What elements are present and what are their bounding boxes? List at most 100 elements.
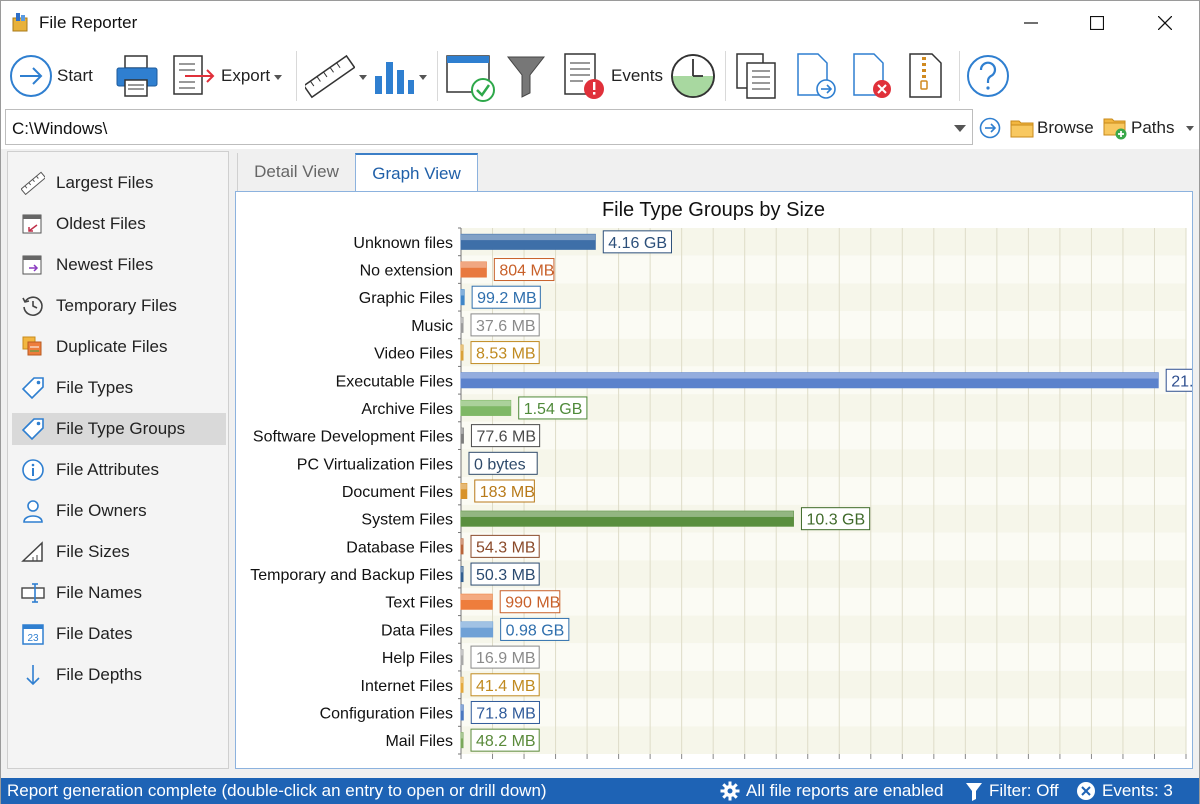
category-label: Graphic Files bbox=[359, 290, 453, 307]
go-button[interactable] bbox=[979, 113, 1001, 143]
tag-icon bbox=[20, 375, 46, 401]
go-arrow-icon bbox=[979, 117, 1001, 139]
bar bbox=[460, 399, 512, 416]
plot-row-band bbox=[461, 532, 1186, 561]
path-dropdown-icon[interactable] bbox=[954, 125, 966, 132]
close-icon bbox=[1158, 16, 1172, 30]
tab-detail-view[interactable]: Detail View bbox=[237, 153, 355, 191]
sidebar-item-file-names[interactable]: File Names bbox=[12, 577, 226, 609]
category-label: Data Files bbox=[381, 622, 453, 639]
value-label: 1.54 GB bbox=[524, 401, 583, 418]
clock-pie-icon bbox=[671, 54, 715, 98]
value-label-box bbox=[602, 230, 672, 254]
value-label: 41.4 MB bbox=[476, 678, 536, 695]
toolbar-separator bbox=[437, 51, 438, 101]
tab-graph-view[interactable]: Graph View bbox=[355, 153, 478, 192]
sidebar-item-label: Temporary Files bbox=[56, 296, 177, 315]
rename-icon bbox=[20, 580, 46, 606]
value-label-box bbox=[1165, 368, 1192, 392]
archive-file-button[interactable] bbox=[905, 49, 949, 103]
sidebar-item-newest-files[interactable]: Newest Files bbox=[12, 249, 226, 281]
filter-button[interactable] bbox=[505, 49, 547, 103]
plot-row-band bbox=[461, 587, 1186, 616]
sidebar-item-temporary-files[interactable]: Temporary Files bbox=[12, 290, 226, 322]
sidebar-item-label: Largest Files bbox=[56, 173, 154, 192]
schedule-button[interactable] bbox=[669, 49, 717, 103]
paths-button[interactable]: Paths bbox=[1103, 113, 1195, 143]
start-button[interactable]: Start bbox=[9, 49, 93, 103]
value-label-box bbox=[468, 451, 538, 475]
value-label: 21.6 GB bbox=[1171, 373, 1192, 390]
report-sidebar: Largest Files Oldest Files Newest Files … bbox=[7, 151, 229, 769]
toolbar: Start Export bbox=[1, 45, 1199, 105]
sidebar-item-file-owners[interactable]: File Owners bbox=[12, 495, 226, 527]
copy-button[interactable] bbox=[733, 49, 781, 103]
bar bbox=[460, 316, 464, 333]
plot-row-band bbox=[461, 283, 1186, 312]
maximize-button[interactable] bbox=[1067, 1, 1127, 45]
events-document-icon bbox=[564, 53, 604, 99]
plot-row-band bbox=[461, 643, 1186, 671]
value-label: 50.3 MB bbox=[476, 567, 536, 584]
minimize-button[interactable] bbox=[1001, 1, 1061, 45]
sidebar-item-file-sizes[interactable]: File Sizes bbox=[12, 536, 226, 568]
events-status[interactable]: Events: 3 bbox=[1076, 781, 1173, 801]
calendar-new-icon bbox=[20, 252, 46, 278]
size-ruler-button[interactable] bbox=[305, 49, 367, 103]
reports-enabled-status[interactable]: All file reports are enabled bbox=[720, 781, 944, 801]
close-button[interactable] bbox=[1135, 1, 1195, 45]
app-logo-icon bbox=[12, 13, 28, 32]
filter-status[interactable]: Filter: Off bbox=[965, 781, 1059, 801]
category-label: Help Files bbox=[382, 650, 453, 667]
sidebar-item-label: File Types bbox=[56, 378, 134, 397]
category-label: Document Files bbox=[342, 484, 453, 501]
ruler-icon bbox=[305, 54, 355, 99]
sidebar-item-oldest-files[interactable]: Oldest Files bbox=[12, 208, 226, 240]
sidebar-item-largest-files[interactable]: Largest Files bbox=[12, 167, 226, 199]
export-button[interactable]: Export bbox=[171, 49, 283, 103]
filter-icon bbox=[966, 783, 982, 801]
minimize-icon bbox=[1024, 22, 1038, 24]
bar-highlight bbox=[461, 428, 464, 434]
sidebar-item-file-depths[interactable]: File Depths bbox=[12, 659, 226, 691]
category-label: Mail Files bbox=[385, 733, 453, 750]
chart-type-button[interactable] bbox=[371, 49, 427, 103]
value-label: 4.16 GB bbox=[608, 235, 667, 252]
bar-highlight bbox=[461, 538, 463, 545]
value-label-box bbox=[518, 396, 588, 420]
sidebar-item-label: File Owners bbox=[56, 501, 147, 520]
print-button[interactable] bbox=[113, 49, 161, 103]
bar bbox=[460, 566, 464, 583]
bar bbox=[460, 538, 464, 555]
value-label: 990 MB bbox=[505, 595, 560, 612]
sidebar-item-duplicate-files[interactable]: Duplicate Files bbox=[12, 331, 226, 363]
open-file-button[interactable] bbox=[793, 49, 841, 103]
plot-row-band bbox=[461, 449, 1186, 478]
browse-button[interactable]: Browse bbox=[1010, 113, 1094, 143]
folder-add-icon bbox=[1103, 118, 1127, 140]
path-input[interactable]: C:\Windows\ bbox=[5, 109, 973, 145]
sidebar-item-file-dates[interactable]: 23 File Dates bbox=[12, 618, 226, 650]
value-label: 37.6 MB bbox=[476, 318, 536, 335]
start-arrow-icon bbox=[10, 55, 52, 97]
paths-dropdown-caret-icon[interactable] bbox=[1186, 125, 1195, 131]
info-icon bbox=[20, 457, 46, 483]
reports-enabled-button[interactable] bbox=[445, 49, 497, 103]
plot-row-band bbox=[461, 421, 1186, 450]
gear-icon bbox=[720, 781, 740, 801]
value-label-box bbox=[499, 590, 561, 614]
sidebar-item-label: File Depths bbox=[56, 665, 142, 684]
sidebar-item-file-types[interactable]: File Types bbox=[12, 372, 226, 404]
window-check-icon bbox=[446, 55, 495, 102]
ruler-dropdown-caret-icon bbox=[359, 74, 367, 80]
sidebar-item-file-type-groups[interactable]: File Type Groups bbox=[12, 413, 226, 445]
delete-file-button[interactable] bbox=[849, 49, 897, 103]
plot-row-band bbox=[461, 311, 1186, 339]
plot-row-band bbox=[461, 338, 1186, 367]
bar-highlight bbox=[461, 621, 493, 628]
help-button[interactable] bbox=[965, 49, 1011, 103]
tab-label: Graph View bbox=[372, 163, 461, 183]
value-label: 0.98 GB bbox=[506, 622, 565, 639]
events-button[interactable]: Events bbox=[561, 49, 663, 103]
sidebar-item-file-attributes[interactable]: File Attributes bbox=[12, 454, 226, 486]
